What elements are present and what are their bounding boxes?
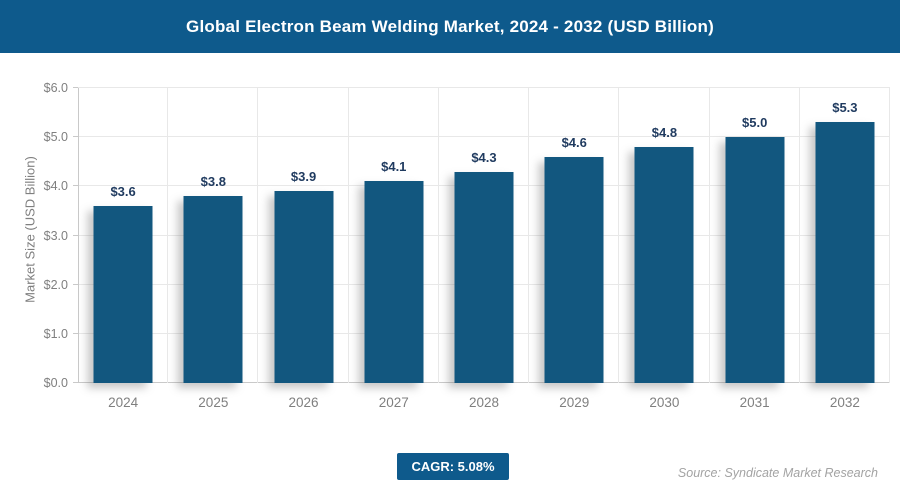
- x-tick-label: 2026: [288, 395, 319, 410]
- x-tick-label: 2025: [198, 395, 229, 410]
- bar-value-label: $4.8: [651, 125, 678, 140]
- y-axis-tick: [73, 234, 78, 236]
- y-tick-label: $1.0: [43, 326, 68, 341]
- v-gridline: [257, 88, 259, 383]
- v-gridline: [618, 88, 620, 383]
- chart-title-bar: Global Electron Beam Welding Market, 202…: [0, 0, 900, 53]
- bar-value-label: $5.3: [832, 100, 858, 116]
- y-axis-tick: [73, 87, 78, 88]
- x-tick-label: 2029: [559, 395, 590, 410]
- y-axis-tick-labels: $0.0 $1.0 $2.0 $3.0 $4.0 $5.0 $6.0: [0, 81, 72, 390]
- bar: [634, 147, 694, 383]
- y-axis-tick: [73, 283, 78, 285]
- x-tick-label: 2030: [649, 395, 680, 410]
- bar: [815, 122, 875, 383]
- v-gridline: [889, 88, 890, 383]
- y-tick-label: $4.0: [43, 179, 68, 194]
- bar: [93, 206, 153, 383]
- y-tick-label: $0.0: [43, 376, 68, 390]
- y-axis-tick: [73, 382, 78, 383]
- v-gridline: [437, 88, 439, 383]
- bar: [274, 191, 334, 383]
- x-tick-label: 2024: [108, 395, 139, 410]
- bar-slot: $4.8: [619, 88, 709, 383]
- bar: [364, 181, 424, 383]
- v-gridline: [798, 88, 800, 383]
- h-gridline: [78, 87, 890, 88]
- chart-title: Global Electron Beam Welding Market, 202…: [186, 16, 714, 36]
- y-axis-tick: [73, 185, 78, 187]
- bar-value-label: $5.0: [742, 115, 768, 131]
- bar-value-label: $3.6: [110, 184, 136, 199]
- y-axis-line: [78, 88, 79, 383]
- bar-slot: $4.3: [439, 88, 529, 383]
- x-tick-label: 2032: [829, 395, 860, 410]
- bar: [725, 137, 785, 383]
- bar: [454, 171, 514, 383]
- bar-value-label: $3.8: [200, 174, 226, 190]
- bar-value-label: $4.1: [381, 159, 407, 175]
- y-tick-label: $5.0: [43, 130, 68, 145]
- x-axis-tick-labels: 2024 2025 2026 2027 2028 2029 2030 2031 2032: [78, 395, 890, 415]
- x-tick-label: 2028: [468, 395, 499, 410]
- y-tick-label: $6.0: [43, 81, 68, 95]
- y-axis-tick: [73, 332, 78, 334]
- v-gridline: [167, 88, 169, 383]
- bar-slot: $3.9: [258, 88, 348, 383]
- cagr-badge: CAGR: 5.08%: [397, 453, 509, 480]
- x-tick-label: 2027: [378, 395, 409, 410]
- y-tick-label: $3.0: [43, 228, 68, 243]
- h-gridline: [78, 136, 890, 138]
- bar-slot: $3.8: [168, 88, 258, 383]
- bar-value-label: $4.3: [471, 149, 497, 165]
- source-attribution: Source: Syndicate Market Research: [677, 466, 878, 480]
- v-gridline: [708, 88, 710, 383]
- bar: [544, 156, 604, 383]
- bar-slot: $5.3: [800, 88, 890, 383]
- bar-slot: $5.0: [710, 88, 800, 383]
- plot-area: $3.6 $3.8 $3.9 $4.1 $4.3 $4.6 $4.8 $5.0 $5.3: [73, 87, 890, 383]
- y-tick-label: $2.0: [43, 277, 68, 292]
- bar-value-label: $4.6: [561, 134, 587, 150]
- v-gridline: [528, 88, 530, 383]
- bar-value-label: $3.9: [290, 169, 317, 185]
- x-tick-label: 2031: [739, 395, 770, 410]
- y-axis-tick: [73, 136, 78, 138]
- bar-slot: $4.6: [529, 88, 619, 383]
- bar-slot: $3.6: [78, 88, 168, 383]
- bar: [183, 196, 243, 383]
- v-gridline: [347, 88, 349, 383]
- bar-slot: $4.1: [349, 88, 439, 383]
